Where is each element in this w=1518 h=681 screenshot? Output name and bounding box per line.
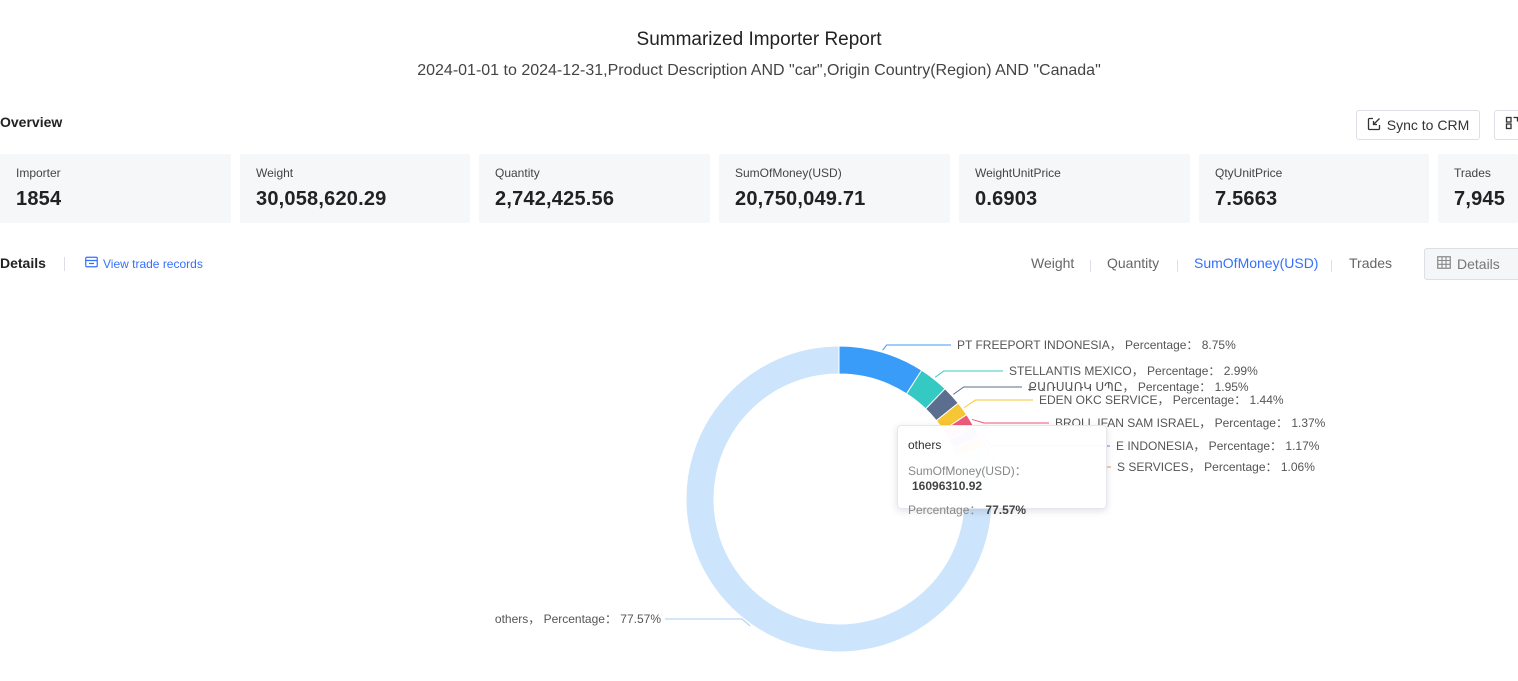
tab-sum-of-money[interactable]: SumOfMoney(USD) (1194, 255, 1319, 271)
tooltip-metric-row: SumOfMoney(USD)：16096310.92 (908, 462, 1096, 493)
tooltip-percentage-row: Percentage： 77.57% (908, 501, 1096, 518)
stat-label: Trades (1454, 166, 1491, 180)
stat-label: Importer (16, 166, 61, 180)
tab-divider (1090, 260, 1091, 272)
table-icon (1437, 256, 1451, 272)
sync-to-crm-button[interactable]: Sync to CRM (1356, 110, 1480, 140)
leader-line (971, 418, 1049, 424)
leader-line (953, 386, 1022, 395)
tab-quantity[interactable]: Quantity (1107, 255, 1160, 271)
tooltip-metric-label: SumOfMoney(USD)： (908, 464, 1027, 478)
leader-line (665, 618, 751, 627)
slice-label: others， Percentage： 77.57% (495, 612, 661, 626)
stat-card-weight: Weight 30,058,620.29 (240, 154, 470, 223)
stat-card-weight-unit-price: WeightUnitPrice 0.6903 (959, 154, 1190, 223)
tab-weight[interactable]: Weight (1031, 255, 1075, 271)
stat-card-qty-unit-price: QtyUnitPrice 7.5663 (1199, 154, 1429, 223)
stat-value: 20,750,049.71 (735, 188, 866, 210)
tooltip-metric-value: 16096310.92 (912, 479, 983, 493)
details-button[interactable]: Details (1424, 248, 1518, 280)
slice-label: STELLANTIS MEXICO， Percentage： 2.99% (1009, 364, 1258, 378)
slice-label: PT FREEPORT INDONESIA， Percentage： 8.75% (957, 338, 1236, 352)
details-button-label: Details (1457, 256, 1500, 272)
tab-divider (1331, 260, 1332, 272)
tooltip-percentage-label: Percentage： (908, 503, 982, 517)
slice-label: E INDONESIA， Percentage： 1.17% (1116, 439, 1320, 453)
stat-label: SumOfMoney(USD) (735, 166, 842, 180)
stat-value: 0.6903 (975, 188, 1038, 210)
tab-divider (1177, 260, 1178, 272)
slice-label: S SERVICES， Percentage： 1.06% (1117, 460, 1315, 474)
divider (64, 257, 65, 271)
tooltip-percentage-value: 77.57% (985, 503, 1027, 517)
sync-icon (1367, 117, 1381, 134)
leader-line (963, 399, 1033, 409)
overview-label: Overview (0, 114, 63, 130)
stat-label: WeightUnitPrice (975, 166, 1061, 180)
stat-card-quantity: Quantity 2,742,425.56 (479, 154, 710, 223)
stat-label: QtyUnitPrice (1215, 166, 1283, 180)
records-icon (85, 256, 98, 271)
stat-card-importer: Importer 1854 (0, 154, 231, 223)
chart-tooltip: others SumOfMoney(USD)：16096310.92 Perce… (897, 425, 1107, 517)
pie-slice[interactable] (838, 345, 923, 395)
stat-value: 7.5663 (1215, 188, 1278, 210)
export-button[interactable] (1494, 110, 1518, 140)
report-title: Summarized Importer Report (636, 29, 882, 50)
slice-label: EDEN OKC SERVICE， Percentage： 1.44% (1039, 393, 1284, 407)
stat-value: 7,945 (1454, 188, 1506, 210)
tooltip-title: others (908, 438, 942, 452)
view-trade-records-link[interactable]: View trade records (85, 256, 203, 271)
view-trade-records-label: View trade records (103, 256, 203, 271)
sync-to-crm-label: Sync to CRM (1386, 117, 1470, 133)
stat-card-sum-of-money: SumOfMoney(USD) 20,750,049.71 (719, 154, 950, 223)
pie-slice[interactable] (685, 345, 993, 653)
details-label: Details (0, 255, 46, 271)
tab-trades[interactable]: Trades (1349, 255, 1393, 271)
stat-label: Quantity (495, 166, 540, 180)
stat-label: Weight (256, 166, 294, 180)
report-subtitle: 2024-01-01 to 2024-12-31,Product Descrip… (417, 62, 1101, 79)
stat-card-trades: Trades 7,945 (1438, 154, 1518, 223)
leader-line (882, 344, 951, 351)
slice-label: BROLL IFAN SAM ISRAEL， Percentage： 1.37% (1055, 416, 1326, 430)
stat-value: 1854 (16, 188, 62, 210)
stat-value: 2,742,425.56 (495, 188, 615, 210)
leader-line (934, 370, 1003, 378)
stat-value: 30,058,620.29 (256, 188, 387, 210)
slice-label: ՔԱՌՍԱՌԿ ՍՊԸ， Percentage： 1.95% (1028, 380, 1249, 394)
